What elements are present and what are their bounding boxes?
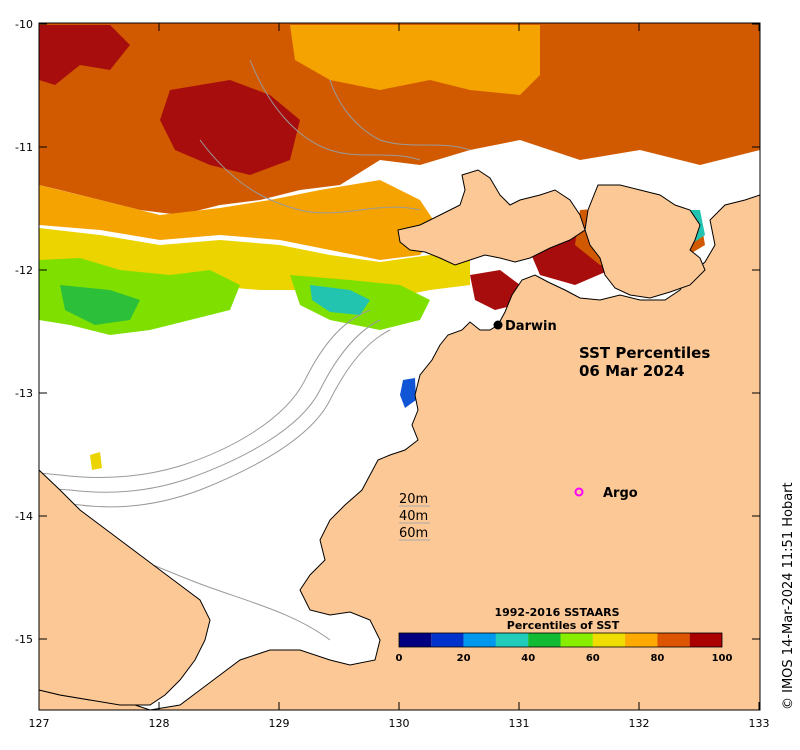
lon-label: 131 bbox=[509, 717, 530, 730]
argo-label: Argo bbox=[603, 486, 638, 501]
depth-60m-label: 60m bbox=[399, 526, 428, 541]
darwin-label: Darwin bbox=[505, 319, 557, 334]
colorbar-border bbox=[398, 632, 723, 648]
longitude-labels: 127 128 129 130 131 132 133 bbox=[29, 717, 770, 730]
contour-north-1 bbox=[199, 139, 421, 214]
land-layer bbox=[39, 169, 760, 710]
lon-label: 132 bbox=[629, 717, 650, 730]
credit-text: © IMOS 14-Mar-2024 11:51 Hobart bbox=[781, 482, 796, 710]
contour-north-2 bbox=[249, 59, 421, 161]
sst-patch-red-central bbox=[160, 80, 300, 175]
colorbar-tick: 40 bbox=[521, 653, 535, 664]
map-title: SST Percentiles bbox=[579, 344, 710, 362]
contour-40m bbox=[39, 319, 381, 493]
contour-north-3 bbox=[329, 79, 471, 151]
colorbar-swatch bbox=[657, 633, 690, 647]
bathymetry-contours bbox=[39, 59, 471, 641]
lat-label: -11 bbox=[15, 141, 33, 154]
colorbar-tick: 100 bbox=[712, 653, 733, 664]
latitude-labels: -10 -11 -12 -13 -14 -15 bbox=[15, 18, 33, 646]
colorbar-subtitle: Percentiles of SST bbox=[507, 619, 620, 632]
colorbar-tick: 60 bbox=[586, 653, 600, 664]
depth-20m-label: 20m bbox=[399, 492, 428, 507]
colorbar-swatch bbox=[495, 633, 529, 647]
colorbar-swatch bbox=[689, 633, 722, 647]
lon-label: 128 bbox=[149, 717, 170, 730]
land-melville-east bbox=[584, 184, 706, 299]
lat-label: -13 bbox=[15, 387, 33, 400]
contour-20m bbox=[39, 329, 391, 508]
sst-patch-orange-band bbox=[39, 180, 440, 260]
lat-label: -12 bbox=[15, 264, 33, 277]
sst-patch-teal-mid bbox=[310, 285, 370, 315]
map-date: 06 Mar 2024 bbox=[579, 362, 685, 380]
sst-patch-orange-top bbox=[290, 25, 540, 95]
depth-legend: 20m 40m 60m bbox=[399, 492, 430, 541]
land-south-peninsula bbox=[39, 469, 211, 706]
lon-label: 130 bbox=[389, 717, 410, 730]
contour-60m bbox=[39, 309, 371, 479]
colorbar-swatch bbox=[431, 633, 464, 647]
sst-patch-red-north bbox=[39, 25, 130, 85]
colorbar-swatches bbox=[399, 633, 722, 647]
land-bathurst-island bbox=[397, 169, 586, 266]
argo-marker bbox=[574, 487, 584, 497]
colorbar-tick: 20 bbox=[457, 653, 471, 664]
colorbar-swatch bbox=[528, 633, 561, 647]
colorbar-tick: 80 bbox=[650, 653, 664, 664]
darwin-marker bbox=[493, 320, 503, 330]
sst-patch-green-west bbox=[60, 285, 140, 325]
colorbar-swatch bbox=[399, 633, 432, 647]
colorbar-swatch bbox=[625, 633, 658, 647]
sst-patch-blue-spot bbox=[400, 378, 416, 408]
depth-40m-label: 40m bbox=[399, 509, 428, 524]
colorbar-swatch bbox=[463, 633, 496, 647]
sst-percentile-layer bbox=[39, 23, 760, 470]
colorbar-tick: 0 bbox=[396, 653, 403, 664]
land-mainland bbox=[39, 194, 760, 710]
lat-label: -15 bbox=[15, 633, 33, 646]
sst-patch-red-darwin bbox=[470, 270, 520, 310]
sst-patch-yellow-spot bbox=[90, 452, 102, 470]
colorbar-swatch bbox=[560, 633, 593, 647]
axis-ticks bbox=[38, 23, 760, 710]
lon-label: 133 bbox=[749, 717, 770, 730]
lat-label: -10 bbox=[15, 18, 33, 31]
colorbar: 1992-2016 SSTAARS Percentiles of SST 0 2… bbox=[396, 606, 733, 664]
lon-label: 127 bbox=[29, 717, 50, 730]
lon-label: 129 bbox=[269, 717, 290, 730]
lat-label: -14 bbox=[15, 510, 33, 523]
colorbar-swatch bbox=[592, 633, 626, 647]
colorbar-title: 1992-2016 SSTAARS bbox=[494, 606, 619, 619]
